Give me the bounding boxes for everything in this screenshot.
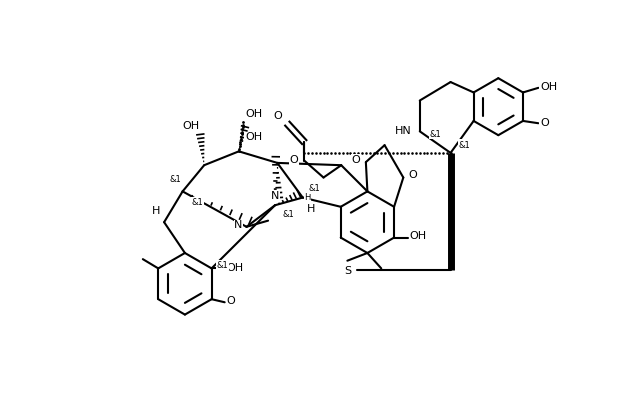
Text: O: O bbox=[409, 170, 417, 180]
Text: H: H bbox=[306, 205, 314, 215]
Text: N: N bbox=[271, 191, 279, 201]
Text: &1: &1 bbox=[192, 198, 204, 207]
Text: S: S bbox=[344, 267, 351, 276]
Text: O: O bbox=[352, 155, 361, 165]
Text: OH: OH bbox=[226, 263, 243, 273]
Text: &1: &1 bbox=[216, 261, 228, 270]
Text: &1: &1 bbox=[170, 175, 181, 184]
Text: H: H bbox=[304, 193, 311, 202]
Text: OH: OH bbox=[245, 132, 262, 142]
Text: H: H bbox=[304, 208, 312, 218]
Text: &1: &1 bbox=[458, 140, 470, 149]
Text: OH: OH bbox=[245, 109, 262, 119]
Text: &1: &1 bbox=[458, 141, 470, 150]
Text: O: O bbox=[540, 118, 549, 128]
Text: O: O bbox=[290, 155, 298, 165]
Text: O: O bbox=[226, 297, 235, 307]
Text: H: H bbox=[152, 206, 160, 216]
Text: OH: OH bbox=[540, 82, 557, 92]
Text: N: N bbox=[234, 220, 243, 230]
Text: &1: &1 bbox=[309, 184, 321, 193]
Text: &1: &1 bbox=[430, 130, 441, 139]
Text: O: O bbox=[273, 111, 282, 120]
Text: OH: OH bbox=[182, 121, 199, 131]
Text: &1: &1 bbox=[283, 210, 295, 219]
Text: OH: OH bbox=[410, 231, 427, 241]
Text: H: H bbox=[307, 204, 315, 214]
Text: HN: HN bbox=[396, 126, 412, 135]
